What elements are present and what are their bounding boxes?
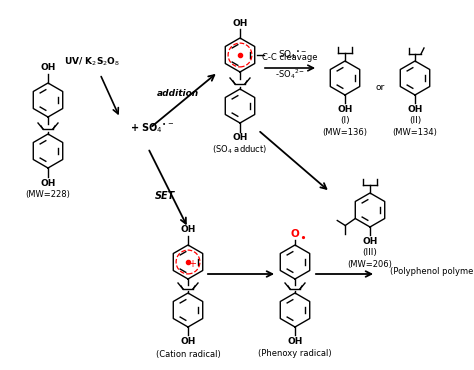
Text: OH: OH <box>180 225 196 235</box>
Text: (III): (III) <box>363 249 377 258</box>
Text: OH: OH <box>232 18 248 27</box>
Text: (MW=228): (MW=228) <box>26 191 71 199</box>
Text: or: or <box>375 84 384 92</box>
Text: OH: OH <box>180 337 196 346</box>
Text: (MW=134): (MW=134) <box>392 128 438 138</box>
Text: (Phenoxy radical): (Phenoxy radical) <box>258 350 332 359</box>
Text: OH: OH <box>407 105 423 114</box>
Text: addition: addition <box>157 88 199 98</box>
Text: (I): (I) <box>340 117 350 125</box>
Text: (Polyphenol polymers): (Polyphenol polymers) <box>390 268 474 276</box>
Text: O: O <box>291 229 300 239</box>
Text: + SO$_4$$^{\bullet -}$: + SO$_4$$^{\bullet -}$ <box>130 121 174 135</box>
Text: +: + <box>188 259 196 269</box>
Text: OH: OH <box>362 238 378 246</box>
Text: SO$_4$$^{\bullet -}$: SO$_4$$^{\bullet -}$ <box>278 49 307 61</box>
Text: OH: OH <box>40 178 55 188</box>
Text: C-C cleavage: C-C cleavage <box>262 54 318 63</box>
Text: (SO$_4$ adduct): (SO$_4$ adduct) <box>212 144 268 156</box>
Text: OH: OH <box>337 105 353 114</box>
Text: OH: OH <box>232 134 248 142</box>
Text: UV/ K$_2$S$_2$O$_8$: UV/ K$_2$S$_2$O$_8$ <box>64 56 120 68</box>
Text: (MW=206): (MW=206) <box>347 260 392 269</box>
Text: -SO$_4$$^{2-}$: -SO$_4$$^{2-}$ <box>275 67 305 81</box>
Text: $\bullet$: $\bullet$ <box>300 232 307 242</box>
Text: OH: OH <box>40 64 55 73</box>
Text: OH: OH <box>287 337 303 346</box>
Text: SET: SET <box>155 191 175 201</box>
Text: (MW=136): (MW=136) <box>322 128 367 138</box>
Text: (II): (II) <box>409 117 421 125</box>
Text: (Cation radical): (Cation radical) <box>155 350 220 359</box>
